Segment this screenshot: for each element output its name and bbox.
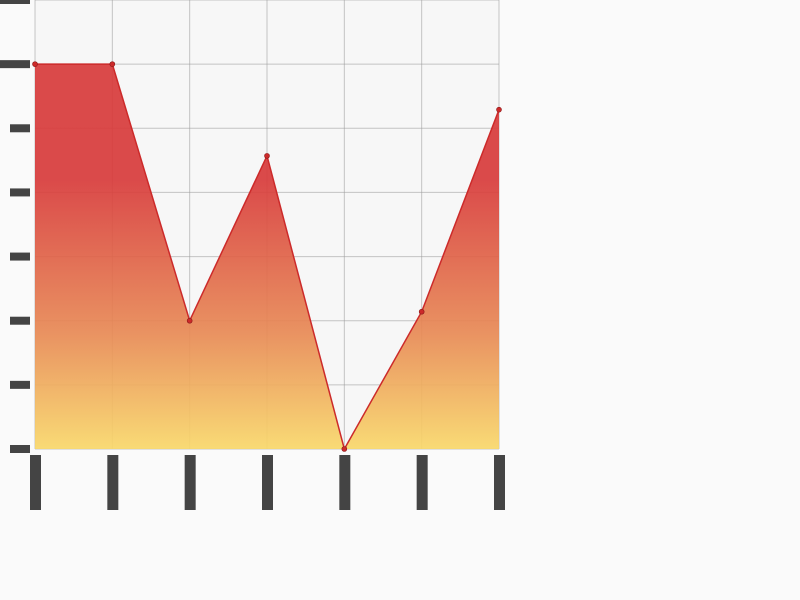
data-point [186,317,193,324]
y-axis-ticks [0,0,30,453]
y-tick-mark [10,252,30,261]
data-point [418,308,425,315]
x-tick-mark [184,455,196,510]
y-tick-mark [0,60,30,69]
y-tick-mark [10,316,30,325]
y-tick-mark [10,188,30,197]
data-point [109,61,116,67]
x-tick-mark [30,455,41,510]
data-point [264,153,270,159]
data-point [32,61,38,67]
area-fill [35,64,499,450]
x-tick-mark [416,455,428,510]
x-tick-mark [107,455,119,510]
x-axis-ticks [30,455,505,510]
data-point [341,446,348,452]
x-tick-mark [494,455,505,510]
y-tick-mark [10,380,30,389]
y-tick-mark [10,124,30,133]
x-tick-mark [262,455,273,510]
y-tick-mark [0,0,30,4]
x-tick-mark [339,455,351,510]
data-point [496,106,502,113]
data-points [32,61,502,452]
y-tick-mark [10,445,30,453]
